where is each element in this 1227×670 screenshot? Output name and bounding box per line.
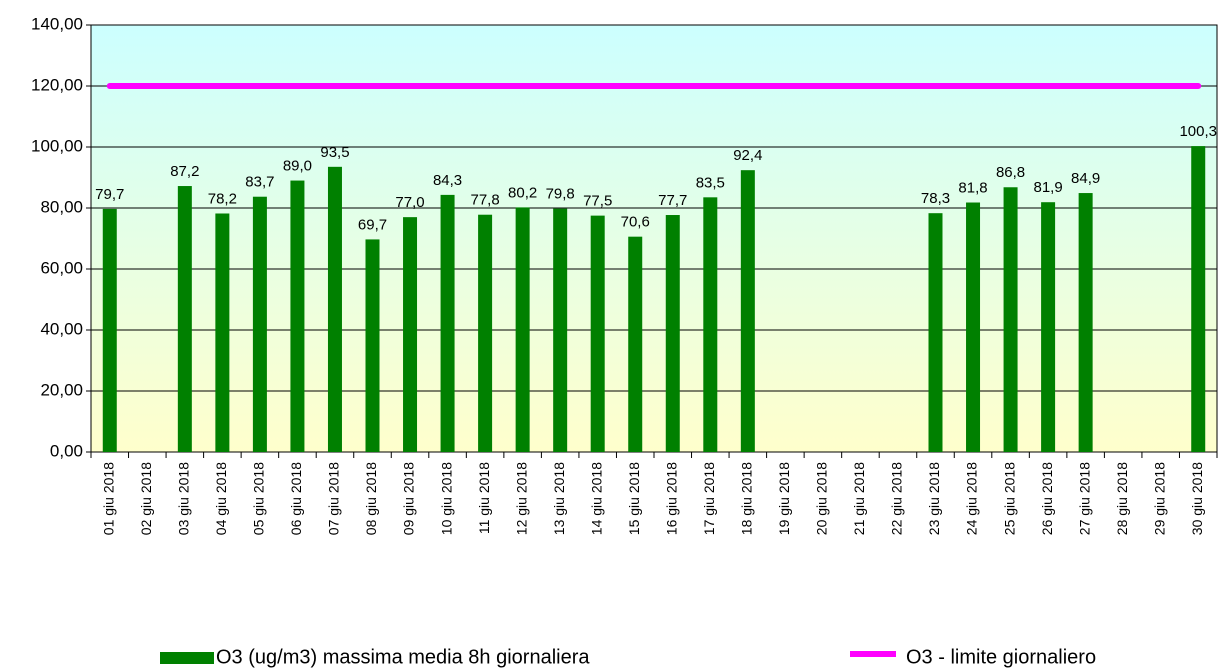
bar <box>966 202 981 452</box>
bar <box>440 194 455 452</box>
x-tick-label: 19 giu 2018 <box>776 462 792 535</box>
x-tick-label: 15 giu 2018 <box>626 462 642 535</box>
y-tick-label: 60,00 <box>40 258 83 277</box>
bar <box>290 180 305 453</box>
bar <box>327 166 342 452</box>
bar <box>1191 146 1206 452</box>
x-tick-label: 21 giu 2018 <box>851 462 867 535</box>
x-tick-label: 18 giu 2018 <box>739 462 755 535</box>
data-label: 83,7 <box>245 174 274 191</box>
data-label: 92,4 <box>733 147 762 164</box>
bar <box>1003 187 1018 452</box>
data-label: 77,0 <box>395 194 424 211</box>
x-tick-label: 04 giu 2018 <box>213 462 229 535</box>
bar <box>928 213 943 452</box>
bar <box>177 186 192 453</box>
x-tick-label: 16 giu 2018 <box>663 462 679 535</box>
x-tick-label: 11 giu 2018 <box>476 462 492 534</box>
bar <box>403 217 418 452</box>
bar <box>252 196 267 452</box>
y-tick-label: 40,00 <box>40 319 83 338</box>
x-tick-label: 28 giu 2018 <box>1114 462 1130 535</box>
x-tick-label: 23 giu 2018 <box>926 462 942 535</box>
data-label: 78,3 <box>921 190 950 207</box>
data-label: 84,9 <box>1071 170 1100 187</box>
data-label: 81,9 <box>1033 179 1062 196</box>
x-tick-label: 24 giu 2018 <box>964 462 980 535</box>
x-tick-label: 12 giu 2018 <box>513 462 529 535</box>
bar <box>703 197 718 452</box>
y-tick-label: 80,00 <box>40 197 83 216</box>
x-tick-label: 13 giu 2018 <box>551 462 567 535</box>
x-tick-label: 05 giu 2018 <box>251 462 267 535</box>
y-tick-label: 120,00 <box>31 75 83 94</box>
x-tick-label: 25 giu 2018 <box>1001 462 1017 535</box>
legend-swatch <box>160 652 214 664</box>
data-label: 100,3 <box>1179 123 1217 140</box>
data-label: 78,2 <box>208 190 237 207</box>
x-tick-label: 20 giu 2018 <box>814 462 830 535</box>
data-label: 77,5 <box>583 193 612 210</box>
data-label: 69,7 <box>358 216 387 233</box>
bar <box>365 239 380 452</box>
bar <box>1041 202 1056 452</box>
x-tick-label: 30 giu 2018 <box>1189 462 1205 535</box>
y-tick-label: 20,00 <box>40 380 83 399</box>
bar <box>590 215 605 452</box>
x-tick-label: 06 giu 2018 <box>288 462 304 535</box>
data-label: 77,8 <box>470 192 499 209</box>
data-label: 93,5 <box>320 144 349 161</box>
bar <box>1078 193 1093 452</box>
x-tick-label: 14 giu 2018 <box>588 462 604 535</box>
plot-area <box>90 24 1218 453</box>
y-tick-label: 100,00 <box>31 136 83 155</box>
x-tick-label: 03 giu 2018 <box>176 462 192 535</box>
x-tick-label: 07 giu 2018 <box>326 462 342 535</box>
y-tick-label: 0,00 <box>50 441 83 460</box>
data-label: 77,7 <box>658 192 687 209</box>
bar <box>515 207 530 452</box>
x-tick-label: 09 giu 2018 <box>401 462 417 535</box>
bar <box>665 215 680 452</box>
data-label: 83,5 <box>696 174 725 191</box>
bar <box>102 208 117 452</box>
x-tick-label: 17 giu 2018 <box>701 462 717 535</box>
data-label: 70,6 <box>621 214 650 231</box>
data-label: 79,8 <box>546 186 575 203</box>
y-tick-label: 140,00 <box>31 14 83 33</box>
data-label: 81,8 <box>958 179 987 196</box>
bar <box>740 170 755 452</box>
legend-label: O3 (ug/m3) massima media 8h giornaliera <box>216 646 590 668</box>
data-label: 84,3 <box>433 172 462 189</box>
x-tick-label: 10 giu 2018 <box>438 462 454 535</box>
bar <box>553 208 568 452</box>
data-label: 87,2 <box>170 163 199 180</box>
data-label: 79,7 <box>95 186 124 203</box>
x-tick-label: 08 giu 2018 <box>363 462 379 535</box>
data-label: 86,8 <box>996 164 1025 181</box>
x-tick-label: 26 giu 2018 <box>1039 462 1055 535</box>
bar <box>628 236 643 452</box>
bar <box>478 214 493 452</box>
x-tick-label: 01 giu 2018 <box>100 462 116 535</box>
legend-label: O3 - limite giornaliero <box>906 646 1096 668</box>
x-tick-label: 22 giu 2018 <box>889 462 905 535</box>
bar <box>215 213 230 452</box>
data-label: 80,2 <box>508 184 537 201</box>
data-label: 89,0 <box>283 158 312 175</box>
x-tick-label: 27 giu 2018 <box>1076 462 1092 535</box>
x-tick-label: 29 giu 2018 <box>1151 462 1167 535</box>
x-tick-label: 02 giu 2018 <box>138 462 154 535</box>
